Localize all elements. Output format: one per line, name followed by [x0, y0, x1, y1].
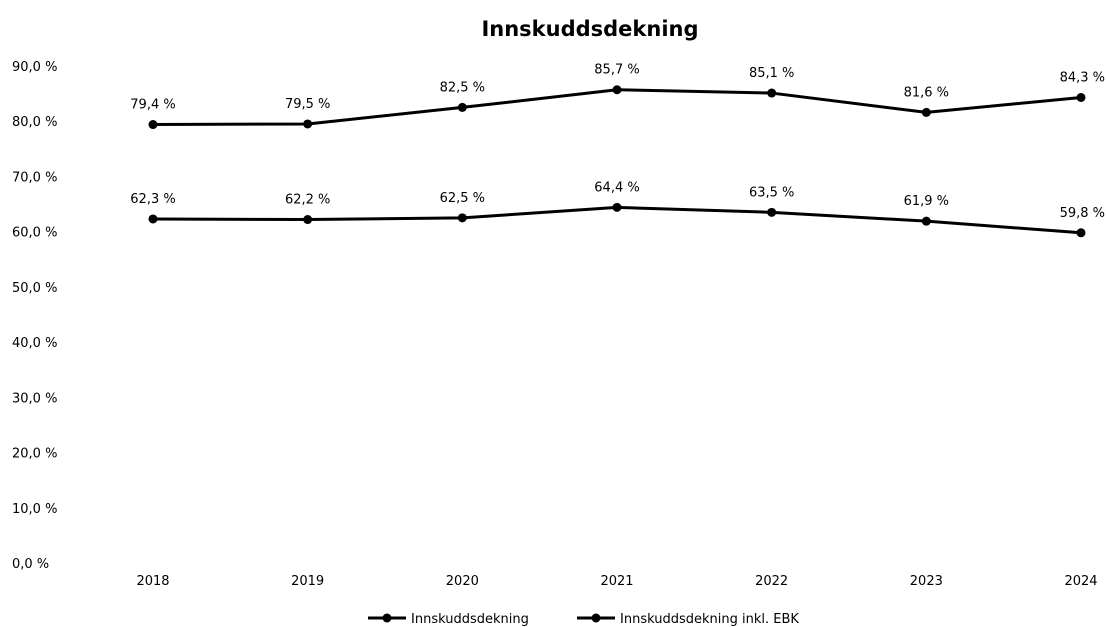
- data-label: 79,5 %: [285, 97, 330, 112]
- data-label: 59,8 %: [1060, 206, 1105, 221]
- data-point: [457, 213, 467, 223]
- legend-item: Innskuddsdekning: [368, 612, 529, 627]
- data-point: [303, 119, 313, 129]
- x-tick-label: 2022: [755, 574, 788, 589]
- data-point: [921, 216, 931, 226]
- y-tick-label: 80,0 %: [12, 115, 57, 130]
- legend-marker: [382, 613, 392, 623]
- data-point: [148, 214, 158, 224]
- y-tick-label: 90,0 %: [12, 60, 57, 75]
- legend-marker: [591, 613, 601, 623]
- data-point: [457, 102, 467, 112]
- data-point: [767, 207, 777, 217]
- x-tick-label: 2018: [136, 574, 169, 589]
- chart-title: Innskuddsdekning: [481, 17, 698, 41]
- y-tick-label: 30,0 %: [12, 391, 57, 406]
- data-point: [1076, 92, 1086, 102]
- data-label: 64,4 %: [594, 180, 639, 195]
- data-label: 85,7 %: [594, 63, 639, 78]
- data-point: [1076, 228, 1086, 238]
- y-tick-label: 0,0 %: [12, 557, 49, 572]
- legend-item: Innskuddsdekning inkl. EBK: [577, 612, 799, 627]
- x-tick-label: 2020: [446, 574, 479, 589]
- data-label: 63,5 %: [749, 185, 794, 200]
- series-1: 62,3 % 62,2 % 62,5 % 64,4 % 63,5 % 61,9 % 59,8…: [130, 180, 1105, 238]
- x-tick-label: 2024: [1064, 574, 1097, 589]
- y-tick-label: 20,0 %: [12, 447, 57, 462]
- y-tick-label: 50,0 %: [12, 281, 57, 296]
- data-label: 61,9 %: [904, 194, 949, 209]
- data-label: 81,6 %: [904, 85, 949, 100]
- legend-label: Innskuddsdekning: [411, 612, 529, 627]
- data-label: 82,5 %: [440, 80, 485, 95]
- y-tick-label: 40,0 %: [12, 336, 57, 351]
- data-point: [612, 202, 622, 212]
- data-label: 62,5 %: [440, 191, 485, 206]
- data-label: 62,3 %: [130, 192, 175, 207]
- data-point: [767, 88, 777, 98]
- x-tick-label: 2021: [600, 574, 633, 589]
- y-axis: 0,0 % 10,0 % 20,0 % 30,0 % 40,0 % 50,0 % 60,0 …: [12, 60, 57, 572]
- plot-area: 62,3 % 62,2 % 62,5 % 64,4 % 63,5 % 61,9 % 59,8…: [130, 63, 1105, 238]
- data-point: [921, 107, 931, 117]
- data-label: 84,3 %: [1060, 70, 1105, 85]
- x-tick-label: 2023: [910, 574, 943, 589]
- data-point: [303, 215, 313, 225]
- y-tick-label: 60,0 %: [12, 226, 57, 241]
- data-label: 79,4 %: [130, 98, 175, 113]
- y-tick-label: 70,0 %: [12, 170, 57, 185]
- x-axis: 2018 2019 2020 2021 2022 2023 2024: [136, 574, 1097, 589]
- x-tick-label: 2019: [291, 574, 324, 589]
- data-point: [148, 120, 158, 130]
- data-label: 85,1 %: [749, 66, 794, 81]
- data-label: 62,2 %: [285, 193, 330, 208]
- series-2: 79,4 % 79,5 % 82,5 % 85,7 % 85,1 % 81,6 % 84,3…: [130, 63, 1105, 130]
- data-point: [612, 85, 622, 95]
- legend-label: Innskuddsdekning inkl. EBK: [620, 612, 799, 627]
- legend: Innskuddsdekning Innskuddsdekning inkl. E…: [368, 612, 799, 627]
- y-tick-label: 10,0 %: [12, 502, 57, 517]
